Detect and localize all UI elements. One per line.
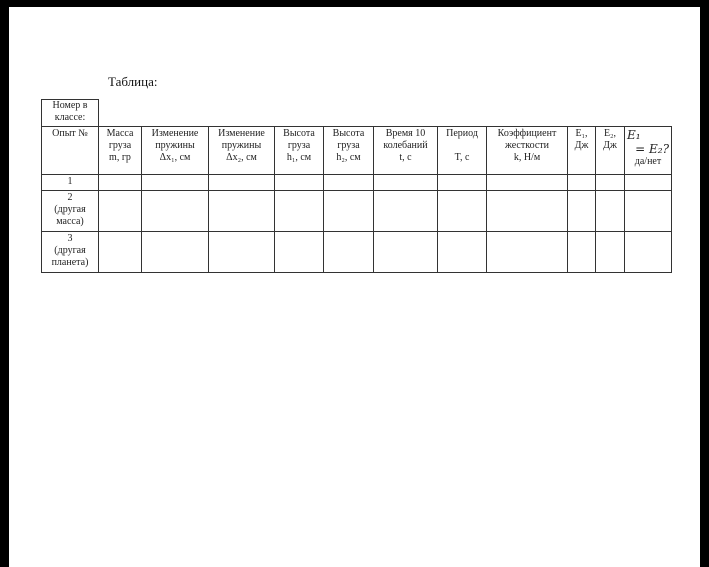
row-label-cell: 2 (другая масса) (41, 190, 99, 232)
header-line: Дж (603, 140, 617, 151)
header-line: Коэффициент (497, 128, 557, 139)
header-line: E₂, (603, 128, 617, 139)
input-cell[interactable] (208, 231, 275, 273)
header-line: Высота (283, 128, 315, 139)
header-cell: Изменение пружины Δx₂, см (208, 126, 275, 175)
input-cell[interactable] (98, 190, 142, 232)
header-cell: E₂, Дж (595, 126, 625, 175)
header-line: T, с (454, 152, 470, 163)
input-cell[interactable] (624, 190, 672, 232)
input-cell[interactable] (208, 190, 275, 232)
input-cell[interactable] (323, 174, 374, 191)
input-cell[interactable] (323, 190, 374, 232)
header-line: k, Н/м (513, 152, 541, 163)
input-cell[interactable] (373, 190, 438, 232)
input-cell[interactable] (567, 174, 596, 191)
input-cell[interactable] (486, 231, 568, 273)
input-cell[interactable] (274, 174, 324, 191)
header-line: Время 10 (385, 128, 426, 139)
input-cell[interactable] (323, 231, 374, 273)
header-line: Изменение (218, 128, 265, 139)
row-label: (другая (54, 245, 86, 256)
input-cell[interactable] (141, 231, 209, 273)
header-line: груза (337, 140, 360, 151)
data-table: Опыт № Масса груза m, гр Изменение пружины Δx₁… (41, 126, 672, 273)
input-cell[interactable] (141, 190, 209, 232)
header-line: Высота (332, 128, 365, 139)
header-line: груза (287, 140, 311, 151)
input-cell[interactable] (98, 231, 142, 273)
input-cell[interactable] (208, 174, 275, 191)
header-line: Изменение (151, 128, 199, 139)
header-line: E₁ (627, 128, 641, 142)
input-cell[interactable] (624, 231, 672, 273)
header-row: Опыт № Масса груза m, гр Изменение пружины Δx₁… (41, 126, 672, 175)
table-title: Таблица: (108, 74, 158, 89)
header-line: E₁, (575, 128, 588, 139)
header-line: да/нет (634, 156, 662, 167)
class-number-cell: Номер в классе: (41, 99, 99, 126)
input-cell[interactable] (437, 174, 487, 191)
row-label: 1 (67, 176, 73, 187)
header-line: Масса (106, 128, 134, 139)
input-cell[interactable] (437, 231, 487, 273)
row-label: масса) (56, 216, 84, 227)
row-label-cell: 1 (41, 174, 99, 191)
input-cell[interactable] (274, 190, 324, 232)
header-line: Период (446, 128, 478, 139)
header-cell: Высота груза h₂, см (323, 126, 374, 175)
input-cell[interactable] (98, 174, 142, 191)
row-label: планета) (51, 257, 89, 268)
header-line: Δx₂, см (226, 152, 257, 163)
table-row: 1 (41, 174, 672, 191)
header-line: Δx₁, см (159, 152, 191, 163)
header-line: жесткости (504, 140, 550, 151)
header-line: пружины (221, 140, 262, 151)
header-line: Дж (574, 140, 589, 151)
input-cell[interactable] (567, 190, 596, 232)
header-line: груза (108, 140, 132, 151)
row-label: 3 (67, 233, 73, 244)
header-cell: Период T, с (437, 126, 487, 175)
table-row: 3 (другая планета) (41, 231, 672, 273)
header-cell: Коэффициент жесткости k, Н/м (486, 126, 568, 175)
table-row: 2 (другая масса) (41, 190, 672, 232)
input-cell[interactable] (595, 190, 625, 232)
header-line: колебаний (383, 140, 428, 151)
header-cell: Время 10 колебаний t, с (373, 126, 438, 175)
header-line: Опыт № (52, 128, 88, 139)
input-cell[interactable] (373, 174, 438, 191)
header-cell: Высота груза h₁, см (274, 126, 324, 175)
input-cell[interactable] (567, 231, 596, 273)
header-line (440, 140, 484, 152)
input-cell[interactable] (486, 190, 568, 232)
input-cell[interactable] (274, 231, 324, 273)
row-label: (другая (54, 204, 86, 215)
input-cell[interactable] (624, 174, 672, 191)
row-label: 2 (67, 192, 73, 203)
input-cell[interactable] (595, 231, 625, 273)
header-cell: Масса груза m, гр (98, 126, 142, 175)
header-line: h₂, см (336, 152, 361, 163)
header-line: h₁, см (286, 152, 312, 163)
input-cell[interactable] (437, 190, 487, 232)
header-line: m, гр (109, 152, 131, 163)
header-line: = E₂? (635, 142, 669, 156)
input-cell[interactable] (486, 174, 568, 191)
input-cell[interactable] (141, 174, 209, 191)
row-label-cell: 3 (другая планета) (41, 231, 99, 273)
input-cell[interactable] (373, 231, 438, 273)
header-cell: Опыт № (41, 126, 99, 175)
header-line: t, с (399, 152, 412, 163)
header-line: пружины (155, 140, 195, 151)
document-page (9, 7, 700, 567)
header-cell: E₁, Дж (567, 126, 596, 175)
header-cell: E₁ = E₂? да/нет (624, 126, 672, 175)
input-cell[interactable] (595, 174, 625, 191)
header-cell: Изменение пружины Δx₁, см (141, 126, 209, 175)
